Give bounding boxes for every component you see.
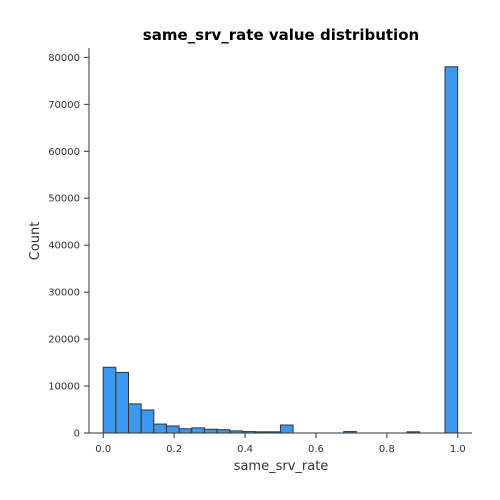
y-tick-label: 70000 <box>48 100 80 111</box>
x-tick-label: 0.0 <box>95 444 111 455</box>
y-axis-label: Count <box>28 222 43 261</box>
chart-title: same_srv_rate value distribution <box>143 26 419 44</box>
y-tick-label: 40000 <box>48 241 80 252</box>
y-tick-label: 0 <box>74 429 80 440</box>
axes-layer: 0 10000 20000 30000 40000 50000 60000 70000 8000… <box>48 48 472 455</box>
histogram-bar <box>140 409 155 434</box>
bars-layer <box>102 66 459 434</box>
x-tick-label: 1.0 <box>450 444 466 455</box>
y-tick-label: 50000 <box>48 194 80 205</box>
y-tick-label: 80000 <box>48 53 80 64</box>
y-tick-label: 10000 <box>48 382 80 393</box>
y-tick-label: 30000 <box>48 288 80 299</box>
histogram-bar <box>191 427 205 434</box>
histogram-bar <box>115 371 130 434</box>
x-axis-label: same_srv_rate <box>234 459 329 474</box>
y-tick-label: 60000 <box>48 147 80 158</box>
x-tick-label: 0.6 <box>308 444 324 455</box>
x-tick-label: 0.4 <box>237 444 253 455</box>
histogram-bar <box>102 366 117 434</box>
histogram-bar <box>165 425 180 434</box>
histogram-bar <box>203 428 218 434</box>
histogram-bar <box>178 428 193 434</box>
histogram-bar <box>128 403 142 434</box>
x-tick-label: 0.2 <box>166 444 182 455</box>
histogram-bar <box>279 424 294 434</box>
x-tick-label: 0.8 <box>379 444 395 455</box>
y-tick-label: 20000 <box>48 335 80 346</box>
histogram-bar <box>444 66 459 434</box>
histogram-bar <box>153 423 167 434</box>
